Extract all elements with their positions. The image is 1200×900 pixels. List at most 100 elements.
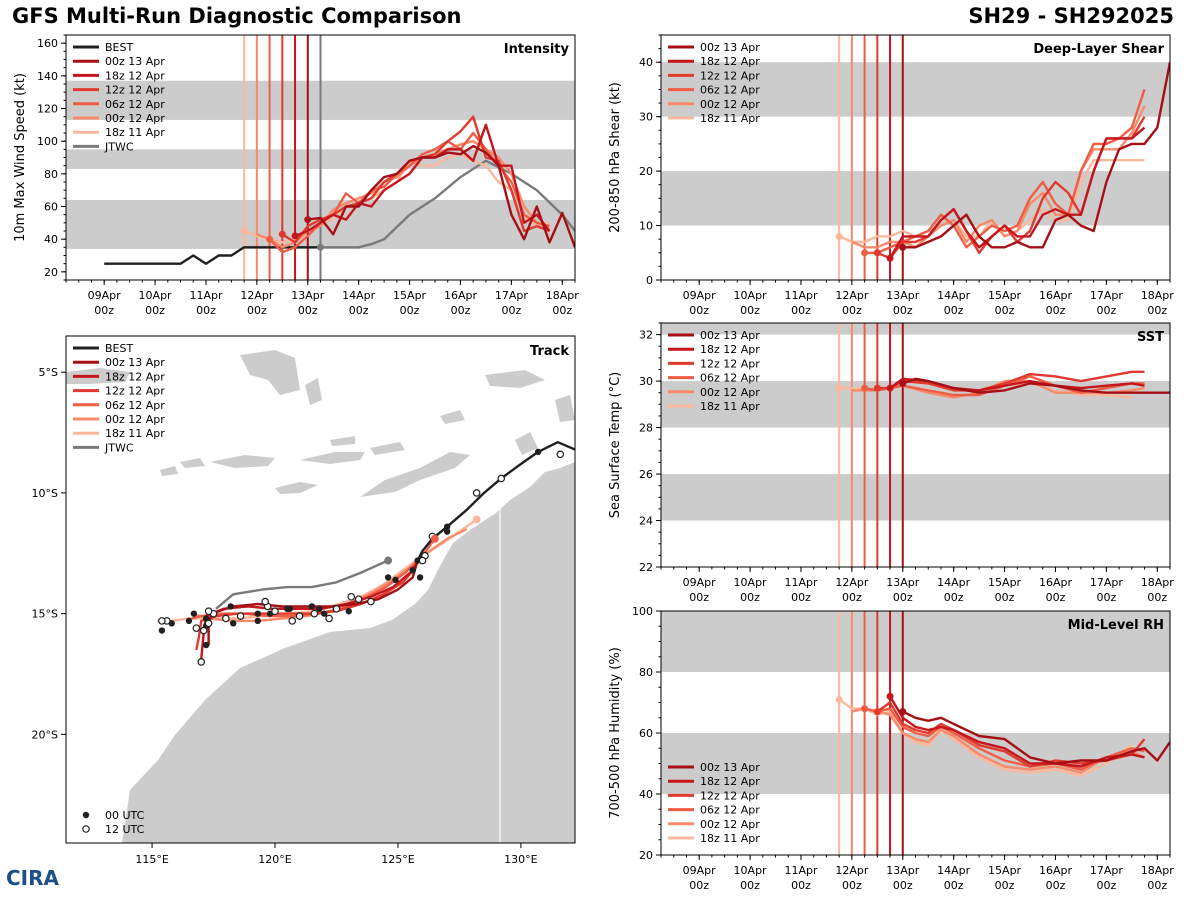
track-marker-12utc xyxy=(204,619,213,628)
intensity-ytick-label: 40 xyxy=(44,233,58,246)
shear-ytick-label: 0 xyxy=(646,274,653,287)
intensity-series-line xyxy=(307,144,575,248)
track-marker-00utc xyxy=(308,603,316,610)
shear-xtick-label: 00z xyxy=(791,304,811,317)
rh-xtick-label: 00z xyxy=(893,879,913,892)
island-alor xyxy=(330,436,355,446)
track-xtick-label: 115°E xyxy=(135,853,168,866)
track-legend-label: 00z 12 Apr xyxy=(105,413,165,426)
intensity-xtick-label: 00z xyxy=(349,304,369,317)
shear-xtick-label: 00z xyxy=(1147,304,1167,317)
island-buton xyxy=(305,378,322,405)
intensity-xtick-label: 00z xyxy=(400,304,420,317)
track-marker-00utc xyxy=(345,608,352,615)
shear-legend-label: 18z 11 Apr xyxy=(700,112,760,125)
track-marker-12utc xyxy=(261,597,269,606)
intensity-xtick-label: 11Apr xyxy=(189,289,223,302)
sst-band xyxy=(661,474,1170,521)
shear-xtick-label: 16Apr xyxy=(1039,289,1073,302)
track-xtick-label: 120°E xyxy=(258,853,291,866)
track-marker-12utc xyxy=(418,556,427,565)
rh-bands xyxy=(661,611,1170,794)
shear-xtick-label: 09Apr xyxy=(683,289,717,302)
track-title: Track xyxy=(530,344,569,359)
track-marker-12utc xyxy=(497,474,506,483)
rh-xtick-label: 00z xyxy=(740,879,760,892)
sst-ytick-label: 32 xyxy=(639,329,653,342)
intensity-start-point xyxy=(291,232,299,240)
rh-xtick-label: 15Apr xyxy=(988,864,1022,877)
track-legend-label: JTWC xyxy=(104,441,134,454)
sst-legend-label: 12z 12 Apr xyxy=(700,357,760,370)
marker-legend-12utc xyxy=(82,825,90,833)
intensity-ytick-label: 60 xyxy=(44,201,58,214)
intensity-ytick-label: 100 xyxy=(37,135,58,148)
shear-title: Deep-Layer Shear xyxy=(1033,42,1164,57)
storm-id: SH29 - SH292025 xyxy=(968,4,1174,28)
sst-xtick-label: 00z xyxy=(1096,591,1116,604)
track-marker-00utc xyxy=(416,574,424,581)
rh-series-line xyxy=(864,707,1145,771)
sst-legend-label: 00z 12 Apr xyxy=(700,386,760,399)
track-ytick-label: 5°S xyxy=(39,366,58,379)
island-tanimbar xyxy=(515,432,538,455)
intensity-xtick-label: 00z xyxy=(451,304,471,317)
intensity-legend-label: 00z 13 Apr xyxy=(105,55,165,68)
track-marker-00utc xyxy=(316,605,323,613)
track-ytick-label: 15°S xyxy=(32,608,58,621)
track-marker-12utc xyxy=(222,614,230,623)
intensity-ytick-label: 20 xyxy=(44,266,58,279)
intensity-legend-label: JTWC xyxy=(104,140,134,153)
sst-xtick-label: 00z xyxy=(791,591,811,604)
shear-ylabel: 200-850 hPa Shear (kt) xyxy=(608,82,623,233)
sst-xtick-label: 00z xyxy=(1147,591,1167,604)
intensity-series-line xyxy=(320,159,575,249)
track-marker-12utc xyxy=(271,607,279,616)
shear-start-point xyxy=(899,243,907,251)
intensity-start-point xyxy=(278,230,286,238)
rh-ytick-label: 60 xyxy=(639,727,653,740)
rh-xtick-label: 00z xyxy=(944,879,964,892)
track-legend-label: 18z 12 Apr xyxy=(105,370,165,383)
shear-legend-label: 00z 13 Apr xyxy=(700,41,760,54)
intensity-xtick-label: 00z xyxy=(501,304,521,317)
rh-legend-label: 18z 12 Apr xyxy=(700,775,760,788)
track-marker-00utc xyxy=(227,603,234,610)
track-marker-00utc xyxy=(190,610,198,617)
shear-xtick-label: 18Apr xyxy=(1141,289,1175,302)
rh-xtick-label: 00z xyxy=(791,879,811,892)
rh-xtick-label: 00z xyxy=(842,879,862,892)
track-marker-00utc xyxy=(392,576,399,584)
sst-xtick-label: 00z xyxy=(944,591,964,604)
track-marker-00utc xyxy=(158,627,166,634)
rh-xtick-label: 13Apr xyxy=(886,864,920,877)
intensity-ytick-label: 120 xyxy=(37,103,58,116)
sst-xtick-label: 15Apr xyxy=(988,576,1022,589)
intensity-xtick-label: 00z xyxy=(145,304,165,317)
island-sumba xyxy=(275,482,318,494)
shear-xtick-label: 00z xyxy=(1096,304,1116,317)
track-marker-00utc xyxy=(443,523,451,530)
sst-legend-label: 00z 13 Apr xyxy=(700,329,760,342)
intensity-xtick-label: 16Apr xyxy=(444,289,478,302)
shear-start-point xyxy=(861,249,869,257)
track-marker-12utc xyxy=(354,595,363,603)
shear-xtick-label: 14Apr xyxy=(937,289,971,302)
rh-xtick-label: 10Apr xyxy=(734,864,768,877)
track-marker-12utc xyxy=(199,626,208,635)
rh-start-point xyxy=(835,695,843,703)
sst-axes: 22 24 26 28 30 32 09Apr 00z 10Apr 00z 11Apr 00z 12Ap… xyxy=(608,322,1174,604)
sst-ytick-label: 30 xyxy=(639,375,653,388)
track-marker-12utc xyxy=(288,617,297,625)
track-marker-12utc xyxy=(204,607,213,616)
shear-xtick-label: 00z xyxy=(842,304,862,317)
rh-start-point xyxy=(899,708,907,716)
sst-ytick-label: 26 xyxy=(639,468,653,481)
shear-axes: 0 10 20 30 40 09Apr 00z 10Apr 00z 11Apr 00z 12Apr 00… xyxy=(608,34,1175,317)
sst-ylabel: Sea Surface Temp (°C) xyxy=(608,372,623,519)
track-marker-12utc xyxy=(347,592,356,601)
shear-series-line xyxy=(902,61,1170,249)
